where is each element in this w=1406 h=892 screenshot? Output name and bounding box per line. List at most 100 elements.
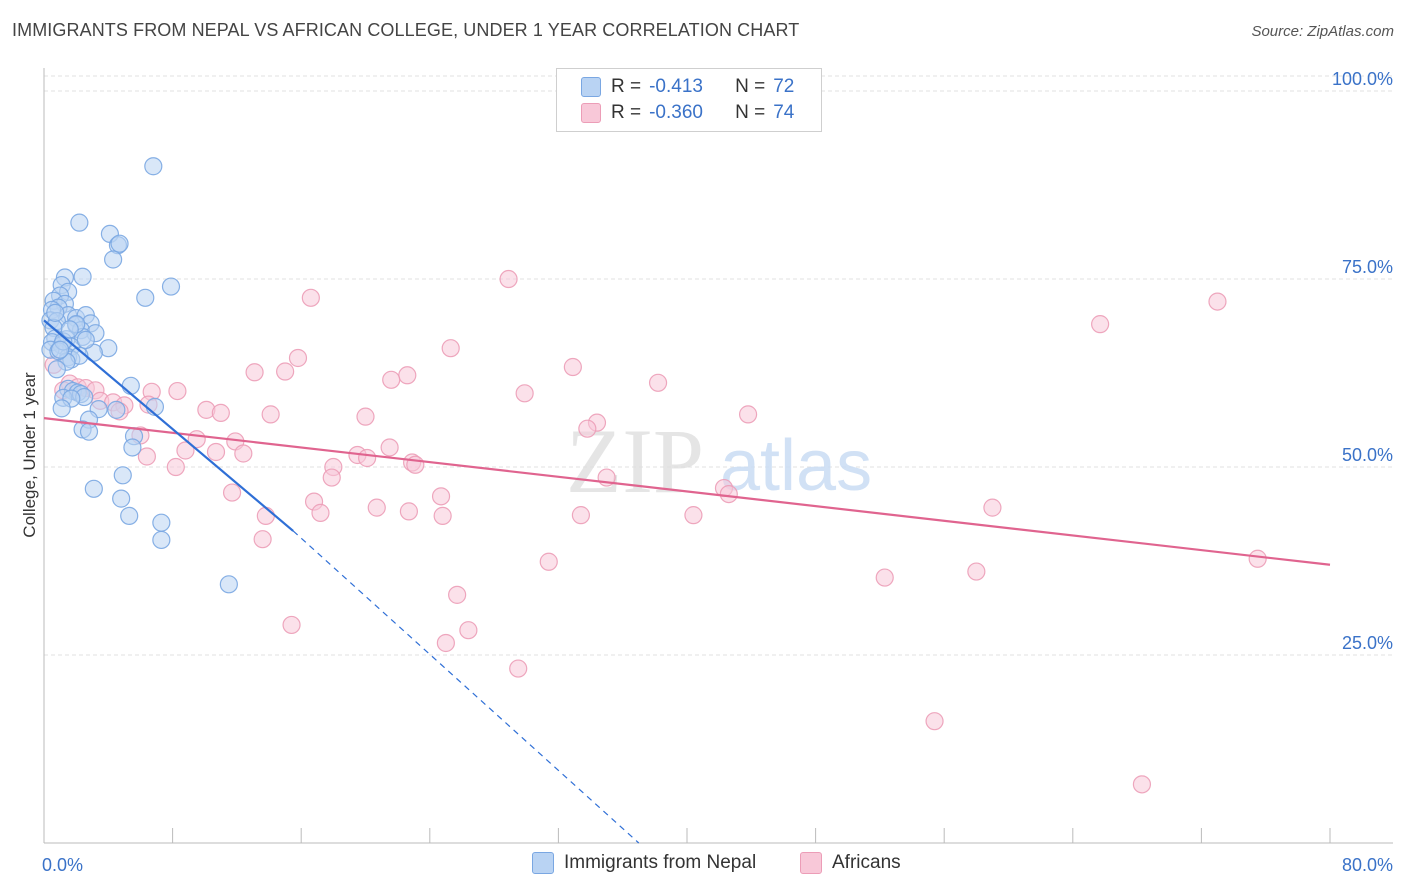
- nepal-point: [144, 157, 163, 176]
- nepal-point: [84, 479, 103, 498]
- legend-row-africans: R = -0.360 N = 74: [581, 101, 794, 125]
- nepal-point: [152, 530, 171, 550]
- african-point: [166, 457, 185, 477]
- legend-n-value-nepal: 72: [773, 76, 795, 97]
- african-point: [234, 444, 253, 463]
- african-point: [398, 366, 417, 385]
- african-point: [222, 483, 242, 502]
- african-point: [448, 585, 467, 604]
- nepal-point: [112, 489, 131, 508]
- series-legend-nepal[interactable]: Immigrants from Nepal: [532, 852, 756, 874]
- nepal-point: [70, 213, 89, 232]
- chart-title: IMMIGRANTS FROM NEPAL VS AFRICAN COLLEGE…: [12, 20, 800, 40]
- african-point: [399, 502, 419, 521]
- nepal-point: [104, 250, 123, 269]
- legend-swatch-nepal: [581, 77, 601, 97]
- african-point: [253, 530, 272, 549]
- nepal-point: [110, 234, 129, 253]
- african-point: [322, 468, 341, 487]
- african-point: [311, 503, 330, 522]
- african-point: [441, 339, 460, 358]
- legend-n-label: N =: [735, 76, 766, 97]
- african-point: [358, 448, 377, 468]
- nepal-point: [219, 575, 238, 594]
- african-point: [578, 419, 597, 438]
- african-point: [1208, 292, 1227, 311]
- source-credit: Source: ZipAtlas.com: [1251, 23, 1394, 40]
- legend-r-value-nepal: -0.413: [649, 76, 703, 97]
- african-point: [301, 288, 320, 307]
- watermark-atlas: atlas: [720, 426, 872, 506]
- african-point: [719, 484, 738, 504]
- african-point: [211, 403, 230, 422]
- nepal-point: [121, 376, 140, 395]
- x-tick-label: 0.0%: [42, 855, 83, 875]
- african-point: [261, 405, 280, 424]
- y-tick-label: 25.0%: [1342, 633, 1393, 653]
- series-swatch-nepal: [532, 852, 554, 874]
- african-point: [648, 373, 668, 392]
- nepal-point: [120, 506, 139, 525]
- nepal-point: [47, 360, 66, 379]
- nepal-point: [50, 340, 70, 359]
- african-point: [983, 498, 1002, 517]
- nepal-point: [107, 400, 126, 419]
- y-tick-label: 50.0%: [1342, 445, 1393, 465]
- nepal-point: [76, 330, 95, 350]
- nepal-point: [152, 513, 171, 532]
- legend-r-label: R =: [611, 76, 642, 97]
- correlation-legend: R = -0.413 N = 72 R = -0.360 N = 74: [556, 68, 822, 132]
- african-point: [137, 447, 156, 466]
- african-point: [539, 552, 558, 571]
- african-point: [738, 405, 758, 424]
- x-tick-label: 80.0%: [1342, 855, 1393, 875]
- african-point: [925, 712, 944, 731]
- african-point: [276, 362, 295, 381]
- african-point: [875, 568, 894, 587]
- african-point: [382, 370, 401, 389]
- african-point: [563, 357, 582, 377]
- legend-r-value-africans: -0.360: [649, 102, 703, 123]
- trendline-africans: [43, 417, 1331, 566]
- african-point: [436, 633, 455, 653]
- nepal-point: [123, 438, 142, 457]
- watermark: ZIP atlas: [566, 410, 872, 512]
- african-point: [288, 348, 308, 368]
- african-point: [967, 562, 986, 581]
- african-point: [571, 506, 591, 525]
- nepal-point: [79, 422, 99, 441]
- nepal-point: [73, 267, 92, 286]
- african-point: [684, 506, 703, 525]
- african-point: [356, 407, 375, 426]
- trend-layer: [43, 319, 1331, 844]
- series-legend-africans[interactable]: Africans: [800, 852, 901, 874]
- legend-n-label: N =: [735, 102, 766, 123]
- african-point: [1248, 549, 1267, 568]
- african-point: [431, 487, 451, 506]
- african-point: [256, 506, 275, 525]
- african-point: [380, 438, 399, 457]
- points-layer: [41, 157, 1267, 794]
- series-legend: Immigrants from Nepal Africans: [0, 852, 1406, 878]
- y-tick-label: 75.0%: [1342, 257, 1393, 277]
- nepal-point: [46, 303, 65, 322]
- grid-layer: [44, 75, 1393, 656]
- nepal-point: [161, 277, 181, 296]
- african-point: [367, 498, 386, 517]
- african-point: [282, 615, 301, 635]
- nepal-point: [136, 288, 155, 307]
- african-point: [1132, 775, 1152, 794]
- series-label-nepal: Immigrants from Nepal: [564, 852, 757, 873]
- series-swatch-africans: [800, 852, 822, 874]
- trendline-nepal-extension: [292, 530, 640, 844]
- african-point: [515, 384, 534, 403]
- legend-n-value-africans: 74: [773, 102, 795, 123]
- legend-swatch-africans: [581, 103, 601, 123]
- nepal-point: [60, 320, 79, 339]
- legend-row-nepal: R = -0.413 N = 72: [581, 75, 794, 99]
- legend-r-label: R =: [611, 102, 642, 123]
- african-point: [459, 621, 478, 640]
- y-axis-label: College, Under 1 year: [20, 372, 39, 538]
